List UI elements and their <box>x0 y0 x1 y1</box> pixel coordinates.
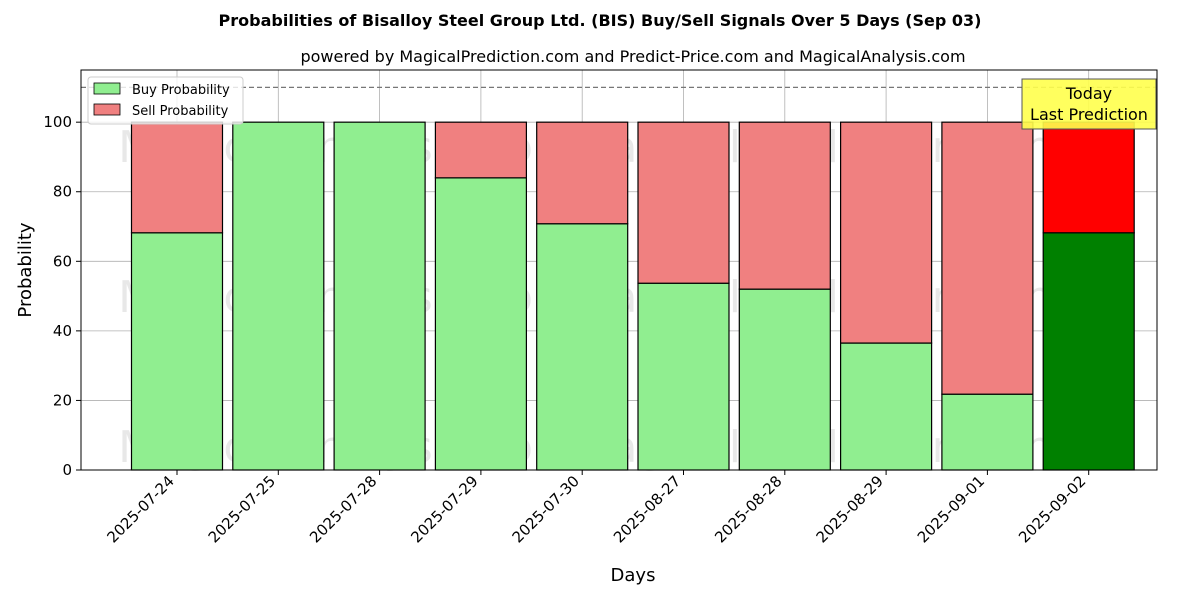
buy-bar-8 <box>941 393 1034 471</box>
annotation-box <box>1021 78 1157 130</box>
legend-box <box>87 76 244 125</box>
y-tick-label-2: 40 <box>53 322 72 340</box>
x-tick-label-1: 2025-07-25 <box>205 472 279 546</box>
x-tick-label-5: 2025-08-27 <box>610 472 684 546</box>
chart-subtitle: powered by MagicalPrediction.com and Pre… <box>300 47 965 66</box>
buy-bar-0 <box>130 232 224 471</box>
buy-bar-1 <box>232 121 325 471</box>
legend-swatch-buy <box>93 82 121 95</box>
annotation-line-2: Last Prediction <box>1030 105 1148 124</box>
y-axis-label: Probability <box>15 222 36 317</box>
chart-title: Probabilities of Bisalloy Steel Group Lt… <box>219 11 982 30</box>
sell-bar-0 <box>130 121 224 234</box>
sell-bar-8 <box>941 121 1034 395</box>
buy-bar-9 <box>1042 232 1135 471</box>
x-tick-label-6: 2025-08-28 <box>711 472 785 546</box>
x-tick-label-4: 2025-07-30 <box>509 472 583 546</box>
sell-bar-9 <box>1042 121 1135 234</box>
sell-bar-7 <box>839 121 933 344</box>
today-annotation: Today Last Prediction <box>1021 78 1157 130</box>
buy-bar-3 <box>434 177 527 471</box>
legend-label-buy: Buy Probability <box>132 83 230 98</box>
sell-bar-3 <box>434 121 527 179</box>
x-tick-label-8: 2025-09-01 <box>914 472 988 546</box>
buy-bar-7 <box>839 342 933 471</box>
legend: Buy Probability Sell Probability <box>87 76 244 125</box>
sell-bar-5 <box>637 121 730 284</box>
legend-swatch-sell <box>93 103 121 116</box>
y-tick-label-3: 60 <box>53 252 72 270</box>
bars <box>130 121 1135 471</box>
x-axis: 2025-07-24 2025-07-25 2025-07-28 2025-07-29… <box>103 470 1090 546</box>
y-axis: 0 20 40 60 80 100 <box>43 113 81 479</box>
plot-frame <box>80 69 1158 471</box>
x-tick-label-0: 2025-07-24 <box>103 472 177 546</box>
x-tick-label-9: 2025-09-02 <box>1015 472 1089 546</box>
sell-bar-6 <box>738 121 831 290</box>
sell-bar-4 <box>536 121 629 225</box>
y-tick-label-4: 80 <box>53 183 72 201</box>
legend-label-sell: Sell Probability <box>132 104 229 119</box>
annotation-line-1: Today <box>1065 84 1112 103</box>
x-tick-label-3: 2025-07-29 <box>407 472 481 546</box>
x-axis-label: Days <box>611 565 656 586</box>
buy-bar-6 <box>738 288 831 471</box>
x-tick-label-2: 2025-07-28 <box>306 472 380 546</box>
y-tick-label-0: 0 <box>62 461 72 479</box>
x-tick-label-7: 2025-08-29 <box>813 472 887 546</box>
buy-bar-4 <box>536 223 629 471</box>
y-tick-label-1: 20 <box>53 391 72 409</box>
y-tick-label-5: 100 <box>43 113 72 131</box>
buy-bar-5 <box>637 282 730 471</box>
buy-bar-2 <box>333 121 426 471</box>
